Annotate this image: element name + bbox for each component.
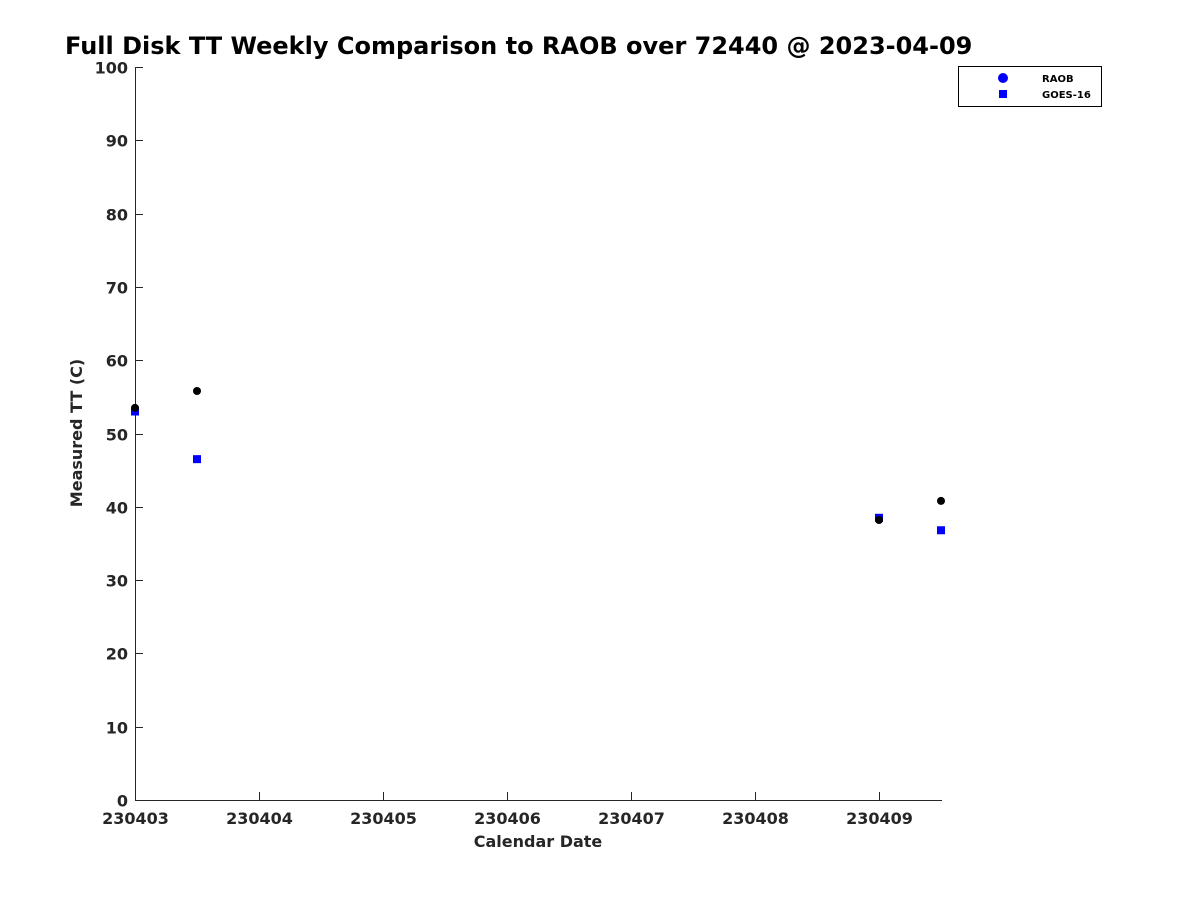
y-tick-label: 0 [117,792,128,811]
raob-point [131,403,139,412]
y-tick-label: 50 [106,426,128,445]
legend-label: GOES-16 [1042,90,1091,101]
x-tick-label: 230408 [722,809,789,828]
y-tick-label: 70 [106,279,128,298]
x-tick-label: 230407 [598,809,665,828]
legend-raob-marker [998,73,1008,83]
legend-goes-16-marker [999,90,1007,98]
x-tick-label: 230403 [102,809,169,828]
x-tick-label: 230409 [846,809,913,828]
raob-point [937,496,945,505]
y-axis: 0 10 20 30 40 50 60 70 80 90 100 [95,59,143,811]
y-tick-label: 60 [106,352,128,371]
raob-point [875,515,883,524]
x-tick-label: 230405 [350,809,417,828]
y-tick-label: 90 [106,132,128,151]
x-tick-label: 230404 [226,809,293,828]
y-axis-label: Measured TT (C) [67,359,86,507]
x-axis: 230403 230404 230405 230406 230407 230408 2304… [102,792,942,828]
y-tick-label: 10 [106,719,128,738]
legend-label: RAOB [1042,74,1074,85]
chart-title: Full Disk TT Weekly Comparison to RAOB o… [65,32,972,60]
y-tick-label: 80 [106,206,128,225]
data-points [131,386,945,535]
goes-16-point [193,455,201,464]
legend: RAOB GOES-16 [958,66,1102,107]
legend-box [958,66,1102,107]
x-axis-label: Calendar Date [474,832,603,851]
y-tick-label: 30 [106,572,128,591]
y-tick-label: 40 [106,499,128,518]
goes-16-point [937,526,945,535]
raob-point [193,386,201,395]
y-tick-label: 20 [106,645,128,664]
x-tick-label: 230406 [474,809,541,828]
y-tick-label: 100 [95,59,128,78]
